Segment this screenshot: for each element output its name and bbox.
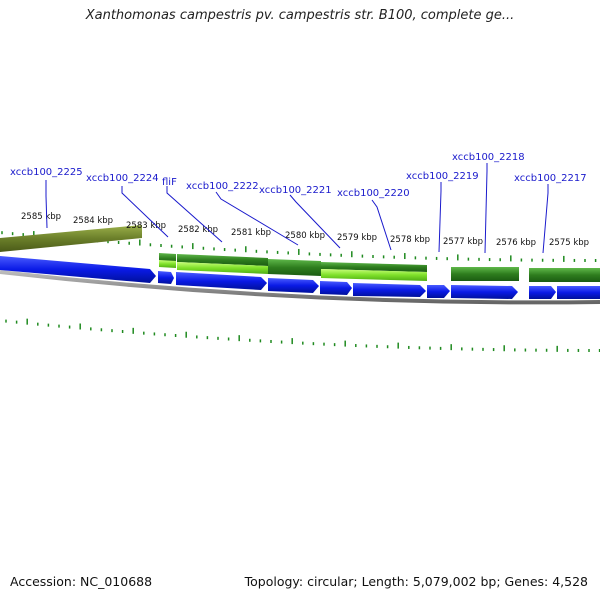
gene-label-xccb100_2217[interactable]: xccb100_2217 <box>514 173 587 184</box>
cds-xccb100_2220[interactable] <box>353 283 426 297</box>
leader-line <box>121 186 169 238</box>
genome-summary-text: Topology: circular; Length: 5,079,002 bp… <box>244 574 588 589</box>
gene-label-fliF[interactable]: fliF <box>162 177 177 188</box>
feature-fliF-light-2[interactable] <box>177 262 268 274</box>
leader-line <box>215 191 299 246</box>
cds-xccb100_2219-a[interactable] <box>427 285 450 298</box>
scale-label: 2583 kbp <box>126 221 166 231</box>
leader-line <box>542 184 549 254</box>
map-title: Xanthomonas campestris pv. campestris st… <box>85 8 515 23</box>
feature-xccb100_2221[interactable] <box>321 262 427 272</box>
scale-label: 2581 kbp <box>231 228 271 238</box>
gene-label-leaders <box>45 163 549 254</box>
feature-xccb100_2218[interactable] <box>529 268 557 282</box>
cds-xccb100_2219[interactable] <box>451 285 518 299</box>
feature-xccb100_2217[interactable] <box>557 268 600 282</box>
scale-label: 2579 kbp <box>337 233 377 243</box>
scale-label: 2578 kbp <box>390 235 430 245</box>
cds-xccb100_2221[interactable] <box>320 281 352 295</box>
scale-label: 2575 kbp <box>549 238 589 248</box>
gene-label-xccb100_2222[interactable]: xccb100_2222 <box>186 181 259 192</box>
inner-scale-ticks <box>5 318 600 352</box>
feature-xccb100_2219[interactable] <box>451 267 519 281</box>
leader-line <box>438 182 442 253</box>
accession-text: Accession: NC_010688 <box>10 574 153 589</box>
leader-line <box>289 194 341 249</box>
leader-line <box>371 199 392 251</box>
feature-xccb100_2225[interactable] <box>0 225 142 252</box>
leader-line <box>166 186 223 243</box>
scale-label: 2577 kbp <box>443 237 483 247</box>
cds-xccb100_2218[interactable] <box>529 286 556 299</box>
scale-label: 2584 kbp <box>73 216 113 226</box>
scale-label: 2582 kbp <box>178 225 218 235</box>
gene-label-xccb100_2224[interactable]: xccb100_2224 <box>86 173 159 184</box>
leader-line <box>484 163 488 254</box>
cds-fliF[interactable] <box>176 272 267 290</box>
feature-xccb100_2221-light[interactable] <box>321 269 427 281</box>
scale-label: 2576 kbp <box>496 238 536 248</box>
scale-label: 2580 kbp <box>285 231 325 241</box>
scale-label: 2585 kbp <box>21 212 61 222</box>
genome-backbone <box>0 270 600 305</box>
cds-xccb100_2225[interactable] <box>0 256 156 283</box>
gene-label-xccb100_2220[interactable]: xccb100_2220 <box>337 188 410 199</box>
feature-fliF-light[interactable] <box>159 260 176 268</box>
cds-xccb100_2217[interactable] <box>557 286 600 299</box>
cds-xccb100_2222[interactable] <box>268 278 319 293</box>
gene-label-xccb100_2221[interactable]: xccb100_2221 <box>259 185 332 196</box>
gene-label-xccb100_2218[interactable]: xccb100_2218 <box>452 152 525 163</box>
feature-track <box>0 225 600 282</box>
scale-labels: 2585 kbp 2584 kbp 2583 kbp 2582 kbp 2581… <box>21 212 589 248</box>
outer-scale-ticks <box>1 231 597 262</box>
cds-track <box>0 256 600 299</box>
gene-labels: xccb100_2225 xccb100_2224 fliF xccb100_2… <box>10 152 587 199</box>
gene-label-xccb100_2225[interactable]: xccb100_2225 <box>10 167 83 178</box>
leader-line <box>45 180 48 229</box>
gene-label-xccb100_2219[interactable]: xccb100_2219 <box>406 171 479 182</box>
feature-xccb100_2222[interactable] <box>268 259 321 276</box>
cds-xccb100_2224[interactable] <box>158 271 174 284</box>
